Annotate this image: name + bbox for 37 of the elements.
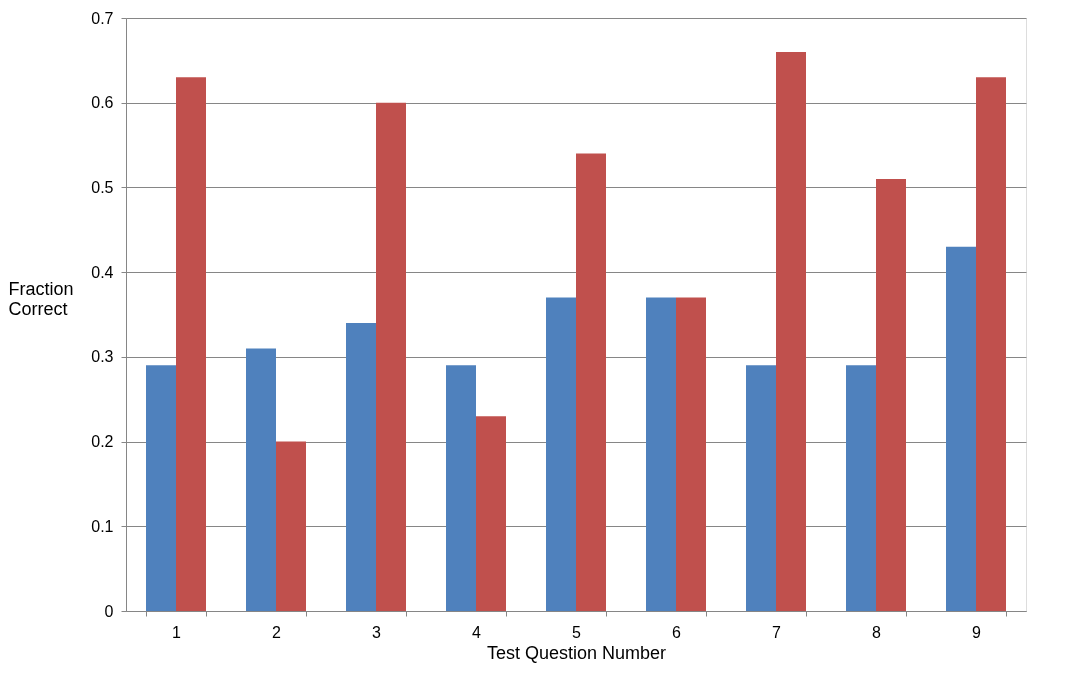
bar (846, 365, 876, 611)
y-tick-label: 0.2 (91, 433, 114, 451)
y-tick-label: 0.4 (91, 263, 114, 281)
bar (246, 348, 276, 611)
bar (146, 365, 176, 611)
bar (876, 178, 906, 611)
y-axis-title: Fraction Correct (8, 278, 74, 319)
y-tick-label: 0.1 (91, 517, 114, 535)
bar (176, 77, 206, 611)
x-tick-label: 5 (572, 623, 582, 641)
x-tick-label: 6 (672, 623, 682, 641)
x-tick-label: 9 (972, 623, 982, 641)
bar (276, 441, 306, 611)
y-tick-label: 0 (104, 602, 114, 620)
bar (746, 365, 776, 611)
bar (676, 297, 706, 611)
x-tick-label: 2 (272, 623, 282, 641)
x-tick-label: 7 (772, 623, 782, 641)
x-tick-label: 3 (372, 623, 382, 641)
bar (646, 297, 676, 611)
bar (476, 416, 506, 611)
bar (346, 322, 376, 611)
bar (446, 365, 476, 611)
bar (776, 51, 806, 611)
bar (946, 246, 976, 611)
y-tick-label: 0.6 (91, 94, 114, 112)
y-tick-label: 0.5 (91, 178, 114, 196)
x-axis-title: Test Question Number (486, 642, 667, 663)
y-tick-label: 0.7 (91, 9, 114, 27)
x-tick-label: 8 (872, 623, 882, 641)
y-tick-label: 0.3 (91, 348, 114, 366)
bar (976, 77, 1006, 611)
x-tick-label: 4 (472, 623, 482, 641)
bar (546, 297, 576, 611)
bar (376, 102, 406, 611)
x-tick-label: 1 (172, 623, 182, 641)
bar (576, 153, 606, 611)
